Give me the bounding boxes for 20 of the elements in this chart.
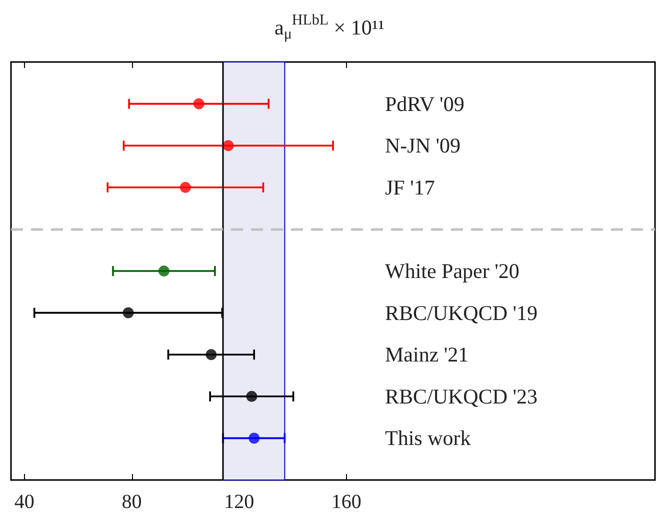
point xyxy=(206,349,217,360)
y-tick-label: PdRV '09 xyxy=(385,92,464,116)
point xyxy=(248,432,260,444)
y-tick-label: JF '17 xyxy=(385,175,435,200)
y-tick-label: RBC/UKQCD '23 xyxy=(385,384,538,408)
point xyxy=(158,266,170,276)
point xyxy=(246,390,258,402)
y-tick-label: This work xyxy=(385,426,472,450)
x-tick-label: 40 xyxy=(14,491,34,513)
y-tick-label: N-JN '09 xyxy=(385,134,461,158)
point xyxy=(122,307,134,318)
y-tick-label: RBC/UKQCD '19 xyxy=(385,300,538,325)
point xyxy=(222,140,234,152)
x-tick-label: 80 xyxy=(122,491,142,513)
point xyxy=(180,182,191,193)
point xyxy=(193,98,204,110)
x-tick-label: 120 xyxy=(224,491,254,513)
y-tick-label: White Paper '20 xyxy=(385,259,520,283)
y-tick-label: Mainz '21 xyxy=(385,342,469,367)
x-tick-label: 160 xyxy=(331,491,362,513)
